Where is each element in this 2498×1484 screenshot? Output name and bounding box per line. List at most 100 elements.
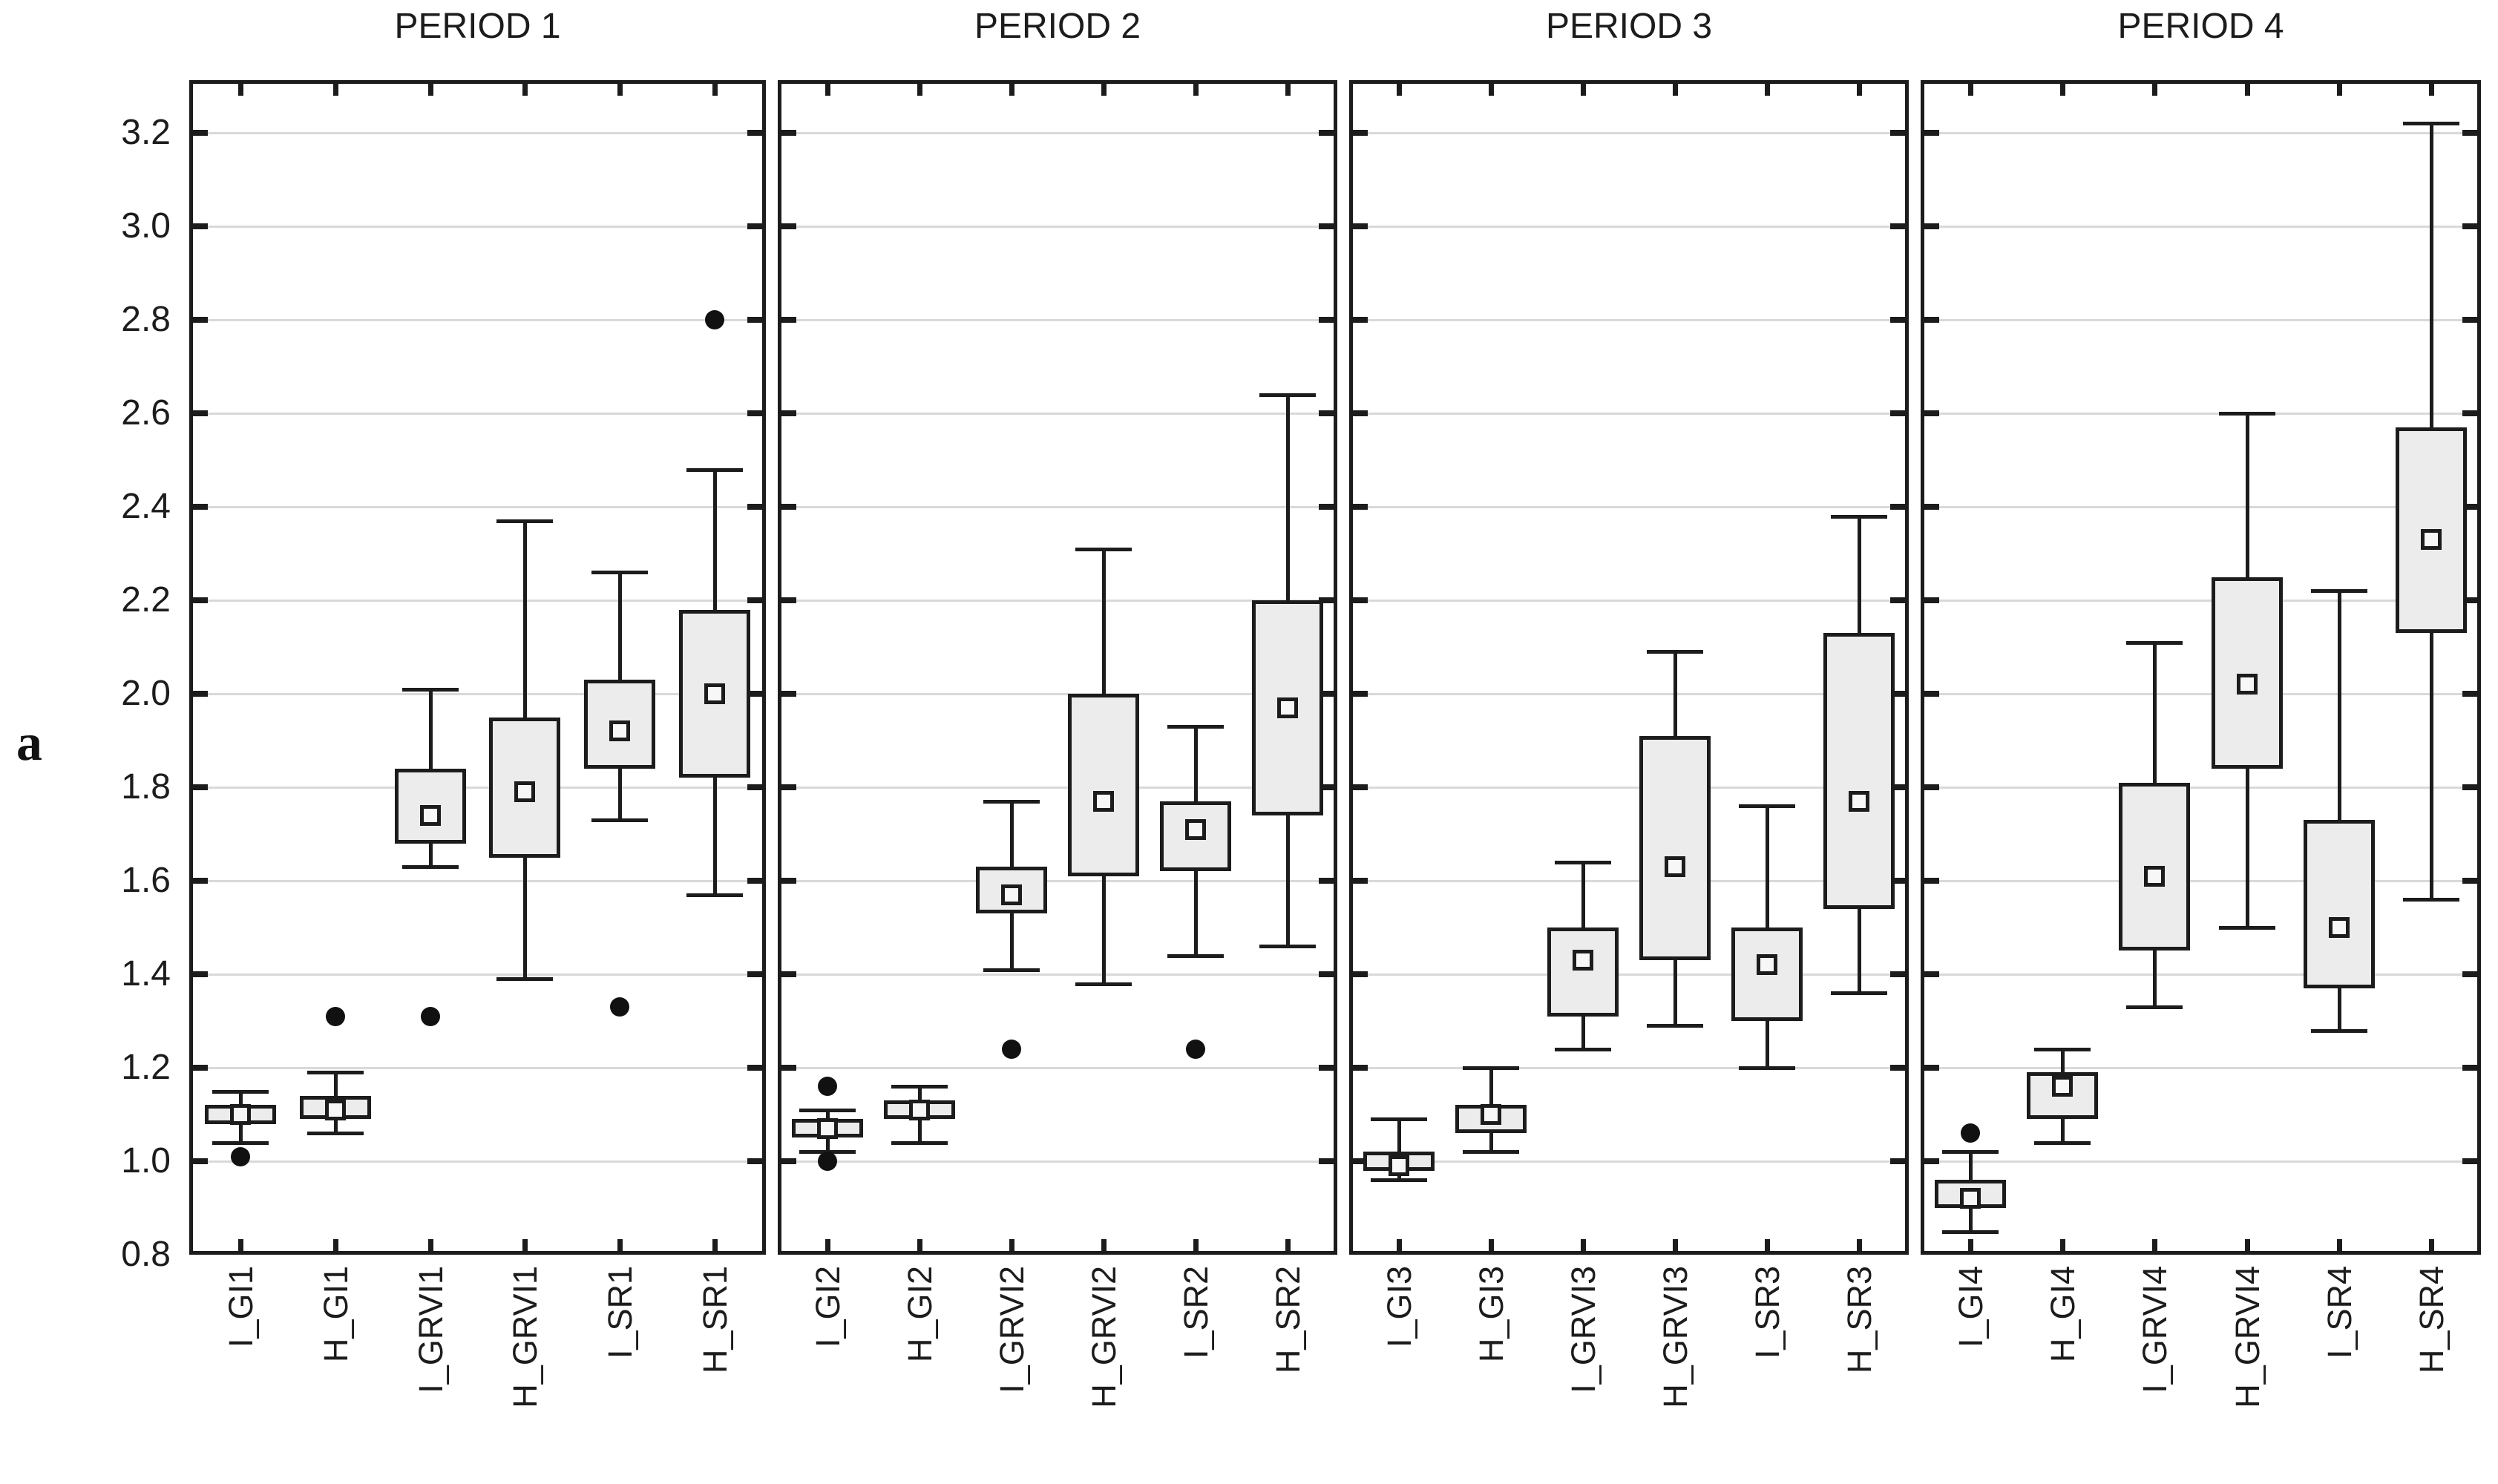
y-tick-mark-left bbox=[1924, 504, 1939, 510]
whisker-line bbox=[1397, 1119, 1401, 1181]
category-tick-top bbox=[1968, 84, 1973, 96]
category-tick-top bbox=[917, 84, 922, 96]
x-category-label: H_GRVI2 bbox=[1085, 1266, 1123, 1408]
y-tick-mark-right bbox=[1890, 317, 1905, 323]
category-tick-top bbox=[2152, 84, 2157, 96]
y-tick-label: 0.8 bbox=[121, 1235, 171, 1274]
category-tick-bottom bbox=[2429, 1239, 2434, 1251]
x-category-label: H_GRVI4 bbox=[2229, 1266, 2266, 1408]
gridline bbox=[193, 787, 762, 789]
y-tick-label: 1.6 bbox=[121, 861, 171, 900]
y-tick-mark-right bbox=[1319, 878, 1334, 884]
y-tick-mark-left bbox=[1924, 1065, 1939, 1071]
whisker-cap-low bbox=[212, 1140, 269, 1145]
y-tick-mark-right bbox=[2462, 597, 2477, 603]
gridline bbox=[1924, 226, 2477, 228]
whisker-cap-low bbox=[686, 893, 743, 897]
category-tick-top bbox=[2429, 84, 2434, 96]
category-tick-bottom bbox=[617, 1239, 623, 1251]
gridline bbox=[781, 600, 1334, 602]
median-marker-H_GI3 bbox=[1481, 1104, 1501, 1125]
y-tick-mark-left bbox=[1353, 784, 1368, 790]
y-tick-mark-left bbox=[781, 410, 796, 416]
gridline bbox=[781, 1067, 1334, 1069]
gridline bbox=[1353, 974, 1905, 976]
whisker-cap-high bbox=[1463, 1066, 1519, 1070]
x-category-label: I_GRVI3 bbox=[1564, 1266, 1602, 1393]
median-marker-I_GI2 bbox=[817, 1117, 838, 1139]
x-category-label: I_GI2 bbox=[809, 1266, 847, 1348]
outlier-dot-H_SR1 bbox=[705, 310, 724, 329]
y-tick-label: 1.2 bbox=[121, 1048, 171, 1087]
iqr-box-H_GRVI4 bbox=[2212, 577, 2283, 769]
y-tick-mark-left bbox=[781, 878, 796, 884]
median-marker-I_SR3 bbox=[1757, 954, 1777, 976]
whisker-cap-low bbox=[2126, 1005, 2183, 1010]
outlier-dot-I_SR1 bbox=[610, 997, 629, 1017]
gridline bbox=[193, 413, 762, 415]
whisker-cap-high bbox=[1075, 547, 1132, 551]
y-tick-mark-right bbox=[1890, 784, 1905, 790]
y-tick-mark-right bbox=[2462, 971, 2477, 977]
y-tick-mark-right bbox=[747, 1065, 762, 1071]
category-tick-bottom bbox=[333, 1239, 338, 1251]
y-tick-mark-right bbox=[1890, 1065, 1905, 1071]
y-tick-mark-right bbox=[747, 317, 762, 323]
y-tick-mark-right bbox=[1319, 691, 1334, 697]
y-tick-label: 2.6 bbox=[121, 393, 171, 433]
gridline bbox=[193, 319, 762, 321]
gridline bbox=[1924, 880, 2477, 882]
x-category-label: I_SR1 bbox=[601, 1266, 639, 1359]
iqr-box-H_SR4 bbox=[2396, 427, 2467, 634]
y-tick-mark-right bbox=[2462, 691, 2477, 697]
iqr-box-I_GRVI3 bbox=[1547, 928, 1619, 1017]
category-tick-bottom bbox=[428, 1239, 433, 1251]
y-tick-mark-right bbox=[2462, 784, 2477, 790]
gridline bbox=[193, 880, 762, 882]
whisker-cap-high bbox=[2311, 589, 2367, 594]
y-tick-mark-right bbox=[1890, 597, 1905, 603]
whisker-cap-low bbox=[591, 818, 648, 823]
x-category-label: H_GI4 bbox=[2044, 1266, 2082, 1363]
whisker-cap-high bbox=[1371, 1117, 1427, 1122]
y-tick-mark-left bbox=[193, 410, 208, 416]
y-tick-mark-right bbox=[2462, 317, 2477, 323]
gridline bbox=[193, 226, 762, 228]
gridline bbox=[1353, 1067, 1905, 1069]
outlier-dot-I_GRVI1 bbox=[421, 1006, 440, 1026]
gridline bbox=[1353, 693, 1905, 695]
whisker-cap-high bbox=[2034, 1047, 2091, 1051]
category-tick-bottom bbox=[1765, 1239, 1770, 1251]
subfigure-label: a bbox=[16, 715, 42, 772]
y-tick-mark-left bbox=[1924, 317, 1939, 323]
category-tick-top bbox=[1285, 84, 1291, 96]
y-tick-mark-left bbox=[193, 878, 208, 884]
y-tick-mark-left bbox=[781, 1158, 796, 1164]
whisker-cap-low bbox=[1831, 991, 1887, 996]
y-tick-mark-right bbox=[2462, 1158, 2477, 1164]
gridline bbox=[1924, 787, 2477, 789]
median-marker-H_GI4 bbox=[2052, 1076, 2073, 1097]
category-tick-bottom bbox=[825, 1239, 830, 1251]
category-tick-bottom bbox=[1857, 1239, 1862, 1251]
y-tick-mark-left bbox=[1353, 878, 1368, 884]
whisker-cap-high bbox=[891, 1085, 948, 1089]
gridline bbox=[193, 1067, 762, 1069]
gridline bbox=[781, 506, 1334, 508]
whisker-cap-high bbox=[402, 687, 459, 692]
gridline bbox=[781, 413, 1334, 415]
category-tick-top bbox=[1581, 84, 1586, 96]
median-marker-H_SR2 bbox=[1277, 697, 1298, 718]
gridline bbox=[1353, 787, 1905, 789]
y-tick-mark-right bbox=[747, 878, 762, 884]
y-tick-mark-left bbox=[193, 1158, 208, 1164]
gridline bbox=[1924, 600, 2477, 602]
y-tick-mark-right bbox=[2462, 504, 2477, 510]
x-category-label: I_SR2 bbox=[1177, 1266, 1215, 1359]
gridline bbox=[1353, 880, 1905, 882]
y-tick-mark-right bbox=[1319, 1065, 1334, 1071]
whisker-cap-low bbox=[1075, 982, 1132, 986]
y-tick-mark-right bbox=[1890, 1158, 1905, 1164]
median-marker-H_SR4 bbox=[2421, 529, 2442, 551]
whisker-cap-low bbox=[891, 1140, 948, 1145]
